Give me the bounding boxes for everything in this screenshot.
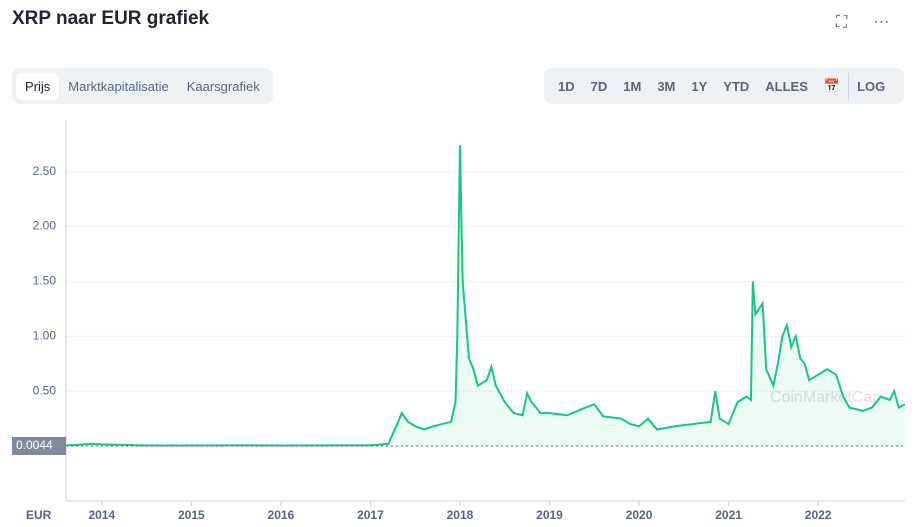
x-tick-label: 2014 bbox=[88, 508, 115, 522]
range-button[interactable]: 3M bbox=[657, 78, 676, 94]
range-button[interactable]: 7D bbox=[590, 78, 608, 94]
x-tick-label: 2017 bbox=[357, 508, 384, 522]
y-tick-label: 0.50 bbox=[33, 383, 57, 397]
x-tick-label: 2016 bbox=[268, 508, 295, 522]
tab[interactable]: Prijs bbox=[16, 72, 60, 100]
x-tick-label: 2018 bbox=[447, 508, 474, 522]
x-tick-label: 2015 bbox=[178, 508, 205, 522]
ranges: 1D 7D 1M 3M 1Y YTD ALLES 📅 LOG bbox=[544, 68, 904, 104]
range-button[interactable]: ALLES bbox=[765, 78, 808, 94]
log-button[interactable]: LOG bbox=[848, 72, 893, 100]
x-tick-label: 2020 bbox=[626, 508, 653, 522]
y-tick-label: 2.50 bbox=[33, 164, 57, 178]
range-button[interactable]: 1Y bbox=[691, 78, 708, 94]
start-label: 0.0044 bbox=[16, 438, 53, 452]
range-button[interactable]: 1D bbox=[558, 78, 575, 94]
y-tick-label: 1.50 bbox=[33, 274, 57, 288]
tab[interactable]: Kaarsgrafiek bbox=[186, 78, 260, 94]
range-button[interactable]: 1M bbox=[623, 78, 642, 94]
x-tick-label: 2021 bbox=[715, 508, 742, 522]
y-tick-label: 1.00 bbox=[33, 328, 57, 342]
start-label-box bbox=[12, 437, 66, 455]
calendar[interactable]: 📅 bbox=[823, 78, 841, 93]
range-button[interactable]: YTD bbox=[723, 78, 750, 94]
x-tick-label: 2022 bbox=[805, 508, 832, 522]
title: XRP naar EUR grafiek bbox=[12, 8, 210, 29]
tab[interactable]: Marktkapitalisatie bbox=[68, 78, 169, 94]
tabs: Prijs Marktkapitalisatie Kaarsgrafiek bbox=[12, 68, 273, 104]
y-tick-label: 2.00 bbox=[33, 219, 57, 233]
x-tick-label: 2019 bbox=[536, 508, 563, 522]
icons[interactable]: ⛶⋯ bbox=[836, 14, 916, 31]
y-axis-label: EUR bbox=[26, 508, 52, 522]
chart: 0.50 1.00 1.50 2.00 2.50 2014 2015 2016 2017 2018… bbox=[12, 120, 906, 522]
watermark: CoinMarketCap bbox=[770, 389, 881, 406]
area bbox=[66, 145, 905, 446]
price-line bbox=[65, 145, 906, 447]
